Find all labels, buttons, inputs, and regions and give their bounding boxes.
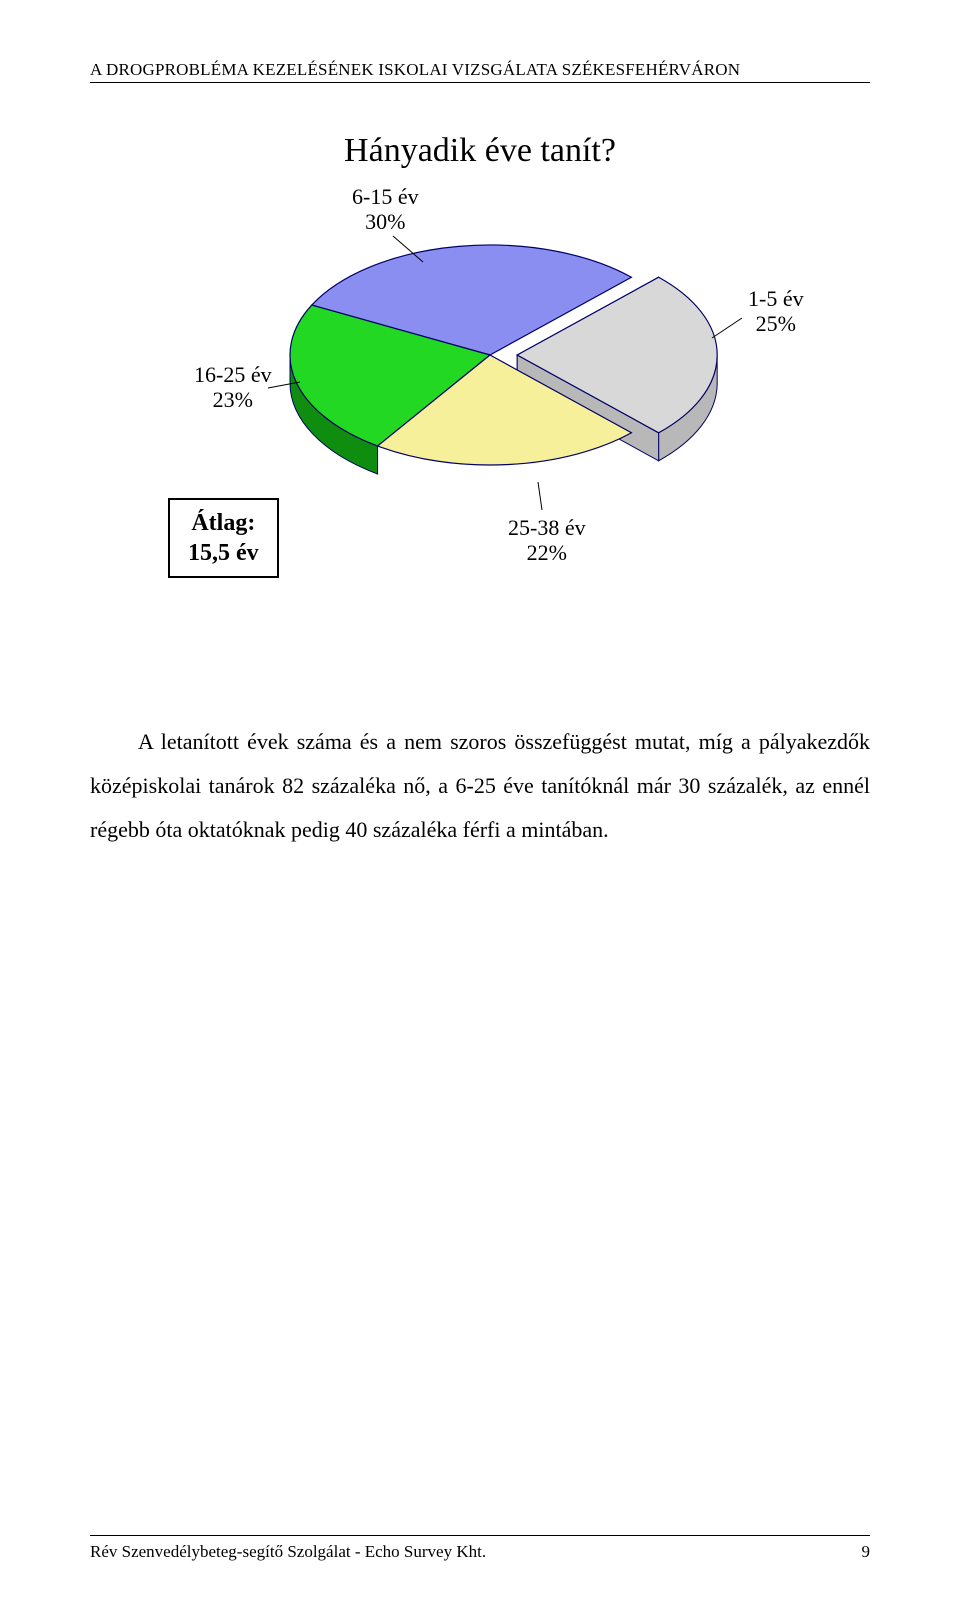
pie-slice-label: 16-25 év23% [194, 362, 272, 413]
pie-slice-label: 6-15 év30% [352, 184, 419, 235]
average-line2: 15,5 év [188, 538, 259, 568]
page: A DROGPROBLÉMA KEZELÉSÉNEK ISKOLAI VIZSG… [0, 0, 960, 1617]
pie-slice-label-line1: 6-15 év [352, 184, 419, 209]
pie-slice-label: 1-5 év25% [748, 286, 804, 337]
body-paragraph-block: A letanított évek száma és a nem szoros … [90, 720, 870, 852]
footer: Rév Szenvedélybeteg-segítő Szolgálat - E… [90, 1535, 870, 1562]
pie-slice-label-line2: 23% [194, 387, 272, 412]
pie-slice-label-line1: 25-38 év [508, 515, 586, 540]
footer-left: Rév Szenvedélybeteg-segítő Szolgálat - E… [90, 1542, 486, 1562]
pie-slice-label: 25-38 év22% [508, 515, 586, 566]
header-text: A DROGPROBLÉMA KEZELÉSÉNEK ISKOLAI VIZSG… [90, 60, 740, 79]
page-number: 9 [862, 1542, 871, 1562]
average-box: Átlag: 15,5 év [168, 498, 279, 578]
pie-slice-label-line2: 30% [352, 209, 419, 234]
pie-slice-label-line1: 1-5 év [748, 286, 804, 311]
pie-slice-label-line2: 22% [508, 540, 586, 565]
chart-title: Hányadik éve tanít? [0, 132, 960, 170]
body-paragraph: A letanított évek száma és a nem szoros … [90, 720, 870, 852]
pie-slice-label-line1: 16-25 év [194, 362, 272, 387]
pie-slice-label-line2: 25% [748, 311, 804, 336]
average-line1: Átlag: [188, 508, 259, 538]
running-header: A DROGPROBLÉMA KEZELÉSÉNEK ISKOLAI VIZSG… [90, 60, 870, 83]
